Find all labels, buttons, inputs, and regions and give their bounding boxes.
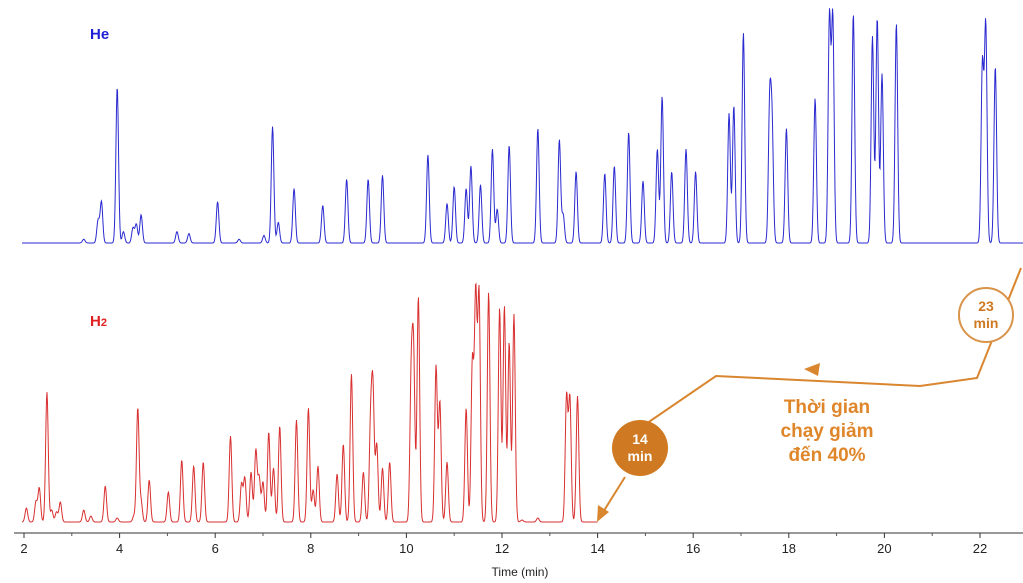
series-label-he: He (90, 26, 110, 43)
arrow-head-mid (804, 363, 820, 376)
annotation-line-3: đến 40% (788, 445, 866, 466)
x-tick-label-16: 16 (686, 541, 700, 556)
speedup-annotation: Thời gian chạy giảm đến 40% (742, 396, 912, 468)
x-tick-label-22: 22 (973, 541, 987, 556)
peak-h2-55 (508, 341, 510, 343)
speedup-arrow (597, 267, 1022, 522)
peak-h2-34 (342, 443, 344, 445)
badge-he-unit: min (973, 315, 999, 331)
peak-he-53 (876, 16, 878, 18)
h2-label-subscript: 2 (100, 317, 107, 329)
arrow-head-end (597, 505, 609, 522)
badge-h2-value: 14 (632, 431, 648, 447)
badge-run-time-h2: 14 min (612, 420, 668, 476)
x-tick-label-14: 14 (590, 541, 604, 556)
peak-h2-44 (417, 295, 419, 297)
traces-group (21, 8, 1023, 523)
peak-he-3 (116, 86, 118, 88)
peak-he-29 (537, 127, 539, 129)
badge-h2-unit: min (627, 448, 653, 464)
peak-he-43 (733, 105, 735, 107)
peak-h2-26 (268, 431, 270, 433)
x-tick-label-12: 12 (495, 541, 509, 556)
peak-he-28 (508, 144, 510, 146)
x-tick-label-20: 20 (877, 541, 891, 556)
x-tick-label-6: 6 (212, 541, 219, 556)
badge-run-time-he: 23 min (958, 287, 1014, 343)
x-tick-label-10: 10 (399, 541, 413, 556)
x-axis-label: Time (min) (491, 565, 549, 579)
peak-he-35 (628, 131, 630, 133)
peak-he-51 (852, 13, 854, 15)
x-tick-label-4: 4 (116, 541, 123, 556)
peak-h2-48 (465, 407, 467, 409)
peak-h2-52 (488, 291, 490, 293)
x-axis: 2 4 6 8 10 12 14 16 18 20 22 (14, 532, 1023, 556)
x-tick-label-8: 8 (307, 541, 314, 556)
series-label-h2: H2 (90, 313, 107, 330)
annotation-line-1: Thời gian (783, 397, 871, 418)
badge-he-value: 23 (978, 298, 994, 314)
peak-he-44 (742, 31, 744, 33)
x-tick-label-18: 18 (782, 541, 796, 556)
x-tick-label-2: 2 (20, 541, 27, 556)
annotation-line-2: chạy giảm (780, 421, 874, 442)
trace-he (22, 8, 1023, 244)
peak-he-55 (895, 22, 897, 24)
peak-h2-28 (279, 425, 281, 427)
trace-h2 (21, 282, 598, 523)
h2-label-main: H (90, 313, 101, 330)
peak-he-58 (994, 65, 996, 67)
